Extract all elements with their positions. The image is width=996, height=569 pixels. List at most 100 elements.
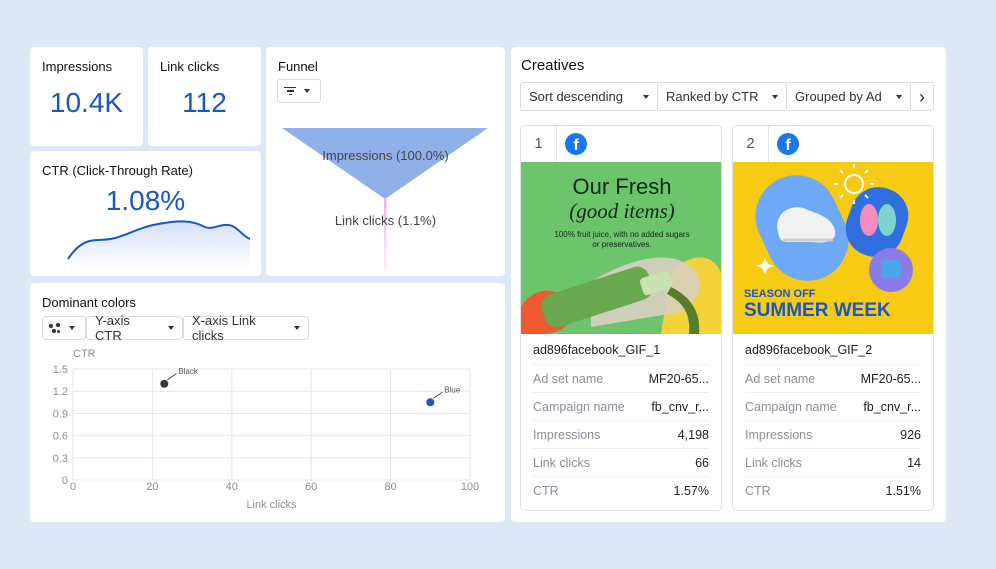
creative-card-2[interactable]: 2 f SEASON OFF SUMMER WEEK ad896facebook…	[732, 125, 934, 511]
filter-icon	[284, 86, 296, 96]
impressions-card: Impressions 10.4K	[30, 47, 143, 146]
ctr-label: CTR (Click-Through Rate)	[42, 163, 193, 178]
y-tick-label: 1.2	[53, 386, 68, 398]
creative-row-ctr: CTR 1.57%	[533, 476, 709, 504]
group-dropdown[interactable]: Grouped by Ad	[786, 82, 911, 111]
scroll-next-button[interactable]: ›	[910, 82, 934, 111]
chevron-down-icon	[643, 94, 649, 99]
y-tick-label: 0	[62, 475, 68, 487]
chevron-down-icon	[772, 94, 778, 99]
creative-image[interactable]: SEASON OFF SUMMER WEEK	[733, 162, 933, 334]
creative-name: ad896facebook_GIF_2	[745, 343, 873, 357]
creative-header: 2 f	[733, 126, 933, 162]
chevron-right-icon: ›	[919, 86, 925, 107]
dominant-colors-card: Dominant colors Y-axis CTR X-axis Link c…	[30, 283, 505, 522]
sort-dropdown[interactable]: Sort descending	[520, 82, 658, 111]
y-tick-label: 0.6	[53, 431, 68, 443]
row-value: fb_cnv_r...	[863, 399, 921, 414]
creative-row-link-clicks: Link clicks 14	[745, 448, 921, 476]
scatter-icon	[49, 322, 61, 334]
dominant-colors-title: Dominant colors	[42, 295, 136, 310]
chevron-down-icon	[304, 89, 310, 93]
row-key: Impressions	[745, 427, 813, 442]
creative-row-impressions: Impressions 4,198	[533, 420, 709, 448]
chevron-down-icon	[168, 326, 174, 330]
chart-type-dropdown[interactable]	[42, 316, 86, 340]
creative-body-2: or preservatives.	[592, 240, 652, 249]
x-tick-label: 20	[146, 481, 158, 493]
x-tick-label: 40	[226, 481, 238, 493]
y-tick-label: 0.3	[53, 453, 68, 465]
creative-row-ad-set: Ad set name MF20-65...	[533, 364, 709, 392]
x-axis-dropdown-label: X-axis Link clicks	[192, 313, 256, 343]
sort-dropdown-label: Sort descending	[529, 89, 623, 104]
funnel-stage-link-clicks	[384, 199, 387, 271]
row-value: 14	[907, 455, 921, 470]
impressions-value: 10.4K	[49, 87, 124, 118]
row-value: fb_cnv_r...	[651, 399, 709, 414]
funnel-chart	[282, 128, 488, 271]
creative-body-1: 100% fruit juice, with no added sugars	[554, 230, 690, 239]
row-value: MF20-65...	[648, 371, 709, 386]
link-clicks-card: Link clicks 112	[148, 47, 261, 146]
row-value: 66	[695, 455, 709, 470]
funnel-title: Funnel	[278, 59, 318, 74]
x-tick-label: 0	[70, 481, 76, 493]
y-tick-label: 0.9	[53, 408, 68, 420]
funnel-card: Funnel Impressions (100.0%) Link clicks …	[266, 47, 505, 276]
x-axis-dropdown[interactable]: X-axis Link clicks	[183, 313, 309, 343]
creative-row-impressions: Impressions 926	[745, 420, 921, 448]
creative-row-campaign: Campaign name fb_cnv_r...	[745, 392, 921, 420]
row-key: Impressions	[533, 427, 601, 442]
ctr-value: 1.08%	[105, 185, 186, 216]
creative-row-campaign: Campaign name fb_cnv_r...	[533, 392, 709, 420]
creative-image[interactable]: Our Fresh (good items) 100% fruit juice,…	[521, 162, 721, 334]
chevron-down-icon	[69, 326, 75, 330]
funnel-stage-impressions	[282, 128, 488, 199]
point-leader-line	[433, 391, 443, 399]
creative-row-link-clicks: Link clicks 66	[533, 448, 709, 476]
chevron-down-icon	[896, 94, 902, 99]
row-key: Campaign name	[533, 399, 625, 414]
group-dropdown-label: Grouped by Ad	[795, 89, 882, 104]
creative-header: 1 f	[521, 126, 721, 162]
funnel-stage-impressions-label: Impressions (100.0%)	[322, 148, 449, 163]
creative-headline-2: (good items)	[569, 199, 675, 223]
point-label: Blue	[444, 385, 461, 394]
row-value: 926	[900, 427, 921, 442]
rank-dropdown-label: Ranked by CTR	[666, 89, 759, 104]
rank-dropdown[interactable]: Ranked by CTR	[657, 82, 787, 111]
y-axis-dropdown[interactable]: Y-axis CTR	[86, 313, 183, 343]
creative-name: ad896facebook_GIF_1	[533, 343, 661, 357]
x-tick-label: 80	[384, 481, 396, 493]
x-axis-title: Link clicks	[246, 499, 297, 511]
scatter-point-blue	[426, 398, 435, 407]
row-value: MF20-65...	[860, 371, 921, 386]
link-clicks-label: Link clicks	[160, 59, 220, 74]
facebook-icon: f	[565, 133, 587, 155]
row-key: Ad set name	[745, 371, 816, 386]
juice-bottle-illustration	[521, 257, 721, 334]
creative-index: 2	[733, 126, 769, 162]
creatives-card: Creatives Sort descending Ranked by CTR …	[511, 47, 946, 522]
row-key: CTR	[745, 483, 771, 498]
funnel-filter-dropdown[interactable]	[277, 79, 321, 103]
x-tick-label: 60	[305, 481, 317, 493]
scatter-point-black	[160, 379, 169, 388]
scatter-chart: 0 20 40 60 80 100 0 0.3 0.6 0.9 1.2 1.5 CTR Link clic…	[53, 348, 479, 511]
row-value: 4,198	[677, 427, 709, 442]
ctr-sparkline	[67, 220, 251, 269]
row-key: CTR	[533, 483, 559, 498]
creative-row-ad-set: Ad set name MF20-65...	[745, 364, 921, 392]
creative-index: 1	[521, 126, 557, 162]
creative-line-1: SEASON OFF	[744, 288, 816, 300]
y-axis-title: CTR	[73, 348, 96, 360]
row-key: Ad set name	[533, 371, 604, 386]
row-key: Campaign name	[745, 399, 837, 414]
y-axis-dropdown-label: Y-axis CTR	[95, 313, 130, 343]
creative-headline-1: Our Fresh	[572, 174, 672, 199]
creative-card-1[interactable]: 1 f Our Fresh (good items) 100% fruit ju…	[520, 125, 722, 511]
row-value: 1.51%	[885, 483, 921, 498]
point-leader-line	[167, 373, 177, 381]
funnel-stage-link-clicks-label: Link clicks (1.1%)	[334, 213, 437, 228]
